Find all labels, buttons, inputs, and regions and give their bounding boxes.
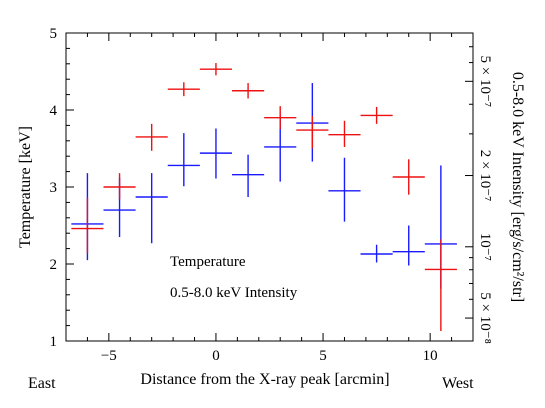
x-tick-label: 5 bbox=[319, 348, 327, 364]
y2-tick-label: 10⁻⁷ bbox=[477, 233, 493, 261]
x-axis-label: Distance from the X-ray peak [arcmin] bbox=[140, 371, 389, 388]
legend-temperature: Temperature bbox=[170, 254, 246, 270]
series-temperature bbox=[71, 83, 457, 289]
chart-series bbox=[71, 63, 457, 331]
y-tick-label: 1 bbox=[50, 334, 58, 350]
y2-tick-label: 5 × 10⁻⁸ bbox=[477, 292, 493, 344]
plot-frame bbox=[65, 32, 474, 342]
tick-labels: −5 0 5 10 1 2 3 4 5 5 × 10⁻⁸ 10⁻⁷ 2 × 10⁻⁷ 5 × 10⁻⁷ bbox=[50, 26, 494, 364]
y-tick-label: 3 bbox=[50, 180, 58, 196]
y-tick-label: 5 bbox=[50, 26, 58, 42]
y2-tick-label: 2 × 10⁻⁷ bbox=[477, 150, 493, 202]
x-right-side-label: West bbox=[442, 375, 474, 392]
y-tick-label: 4 bbox=[50, 103, 58, 119]
y-tick-label: 2 bbox=[50, 257, 58, 273]
y2-axis-label: 0.5-8.0 keV Intensity [erg/s/cm²/str] bbox=[509, 72, 526, 302]
y-axis-label: Temperature [keV] bbox=[17, 126, 34, 248]
series-intensity bbox=[71, 63, 457, 331]
y2-tick-label: 5 × 10⁻⁷ bbox=[477, 56, 493, 108]
x-tick-label: 0 bbox=[212, 348, 220, 364]
x-left-side-label: East bbox=[28, 375, 56, 392]
legend-intensity: 0.5-8.0 keV Intensity bbox=[170, 285, 298, 301]
x-tick-label: −5 bbox=[101, 348, 117, 364]
x-tick-label: 10 bbox=[423, 348, 438, 364]
